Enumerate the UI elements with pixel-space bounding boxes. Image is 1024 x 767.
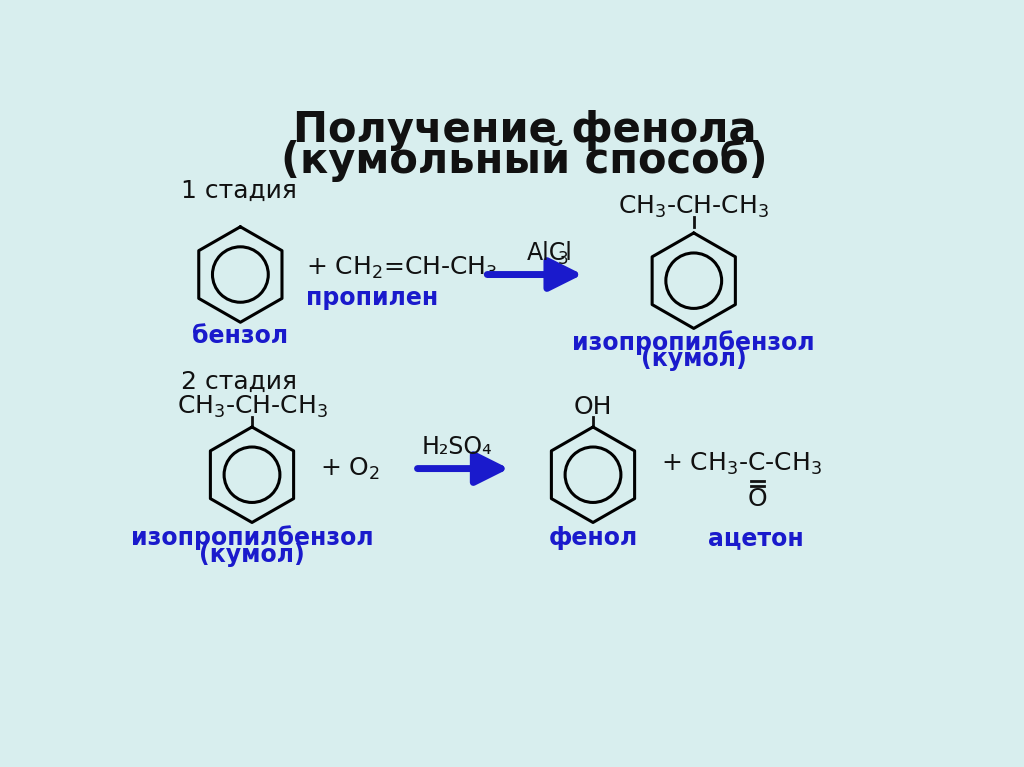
Text: (кумол): (кумол): [641, 347, 746, 371]
Text: $+$ O$_2$: $+$ O$_2$: [321, 456, 380, 482]
Text: фенол: фенол: [549, 526, 638, 550]
Text: H₂SO₄: H₂SO₄: [422, 435, 493, 459]
Text: 2 стадия: 2 стадия: [180, 370, 297, 394]
Text: пропилен: пропилен: [306, 285, 438, 310]
Text: (кумол): (кумол): [199, 543, 305, 567]
Text: 3: 3: [558, 250, 568, 268]
Text: изопропилбензол: изопропилбензол: [572, 330, 815, 354]
Text: ацетон: ацетон: [708, 526, 804, 550]
Text: CH$_3$-CH-CH$_3$: CH$_3$-CH-CH$_3$: [618, 194, 769, 220]
Text: O: O: [748, 487, 767, 512]
Text: (кумольный способ): (кумольный способ): [282, 140, 768, 182]
Text: CH$_3$-CH-CH$_3$: CH$_3$-CH-CH$_3$: [176, 394, 328, 420]
Text: бензол: бензол: [193, 324, 289, 348]
Text: AlCl: AlCl: [527, 241, 573, 265]
Text: изопропилбензол: изопропилбензол: [131, 525, 374, 550]
Text: $+$ CH$_3$-C-CH$_3$: $+$ CH$_3$-C-CH$_3$: [662, 451, 822, 477]
Text: 1 стадия: 1 стадия: [180, 179, 297, 203]
Text: $+$ CH$_2$=CH-CH$_3$: $+$ CH$_2$=CH-CH$_3$: [306, 255, 498, 281]
Text: Получение фенола: Получение фенола: [293, 109, 757, 151]
Text: OH: OH: [573, 395, 612, 419]
